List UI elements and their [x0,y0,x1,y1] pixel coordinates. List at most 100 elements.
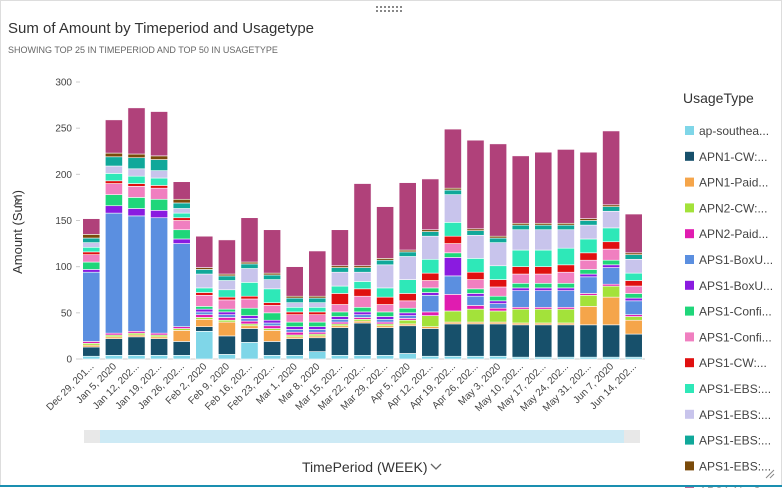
bar-segment [285,329,304,333]
bar-segment [466,295,485,306]
bar-segment [534,249,553,267]
bar-segment [353,355,372,360]
bar-segment [263,355,281,360]
bar-segment [150,210,168,219]
bar-segment [489,323,507,357]
bar-segment [602,264,620,268]
bar-segment [218,321,236,337]
bar-segment [240,263,259,269]
bar-segment [195,314,214,318]
bar-segment [398,279,417,294]
bar-segment [240,295,259,300]
bar-segment [127,157,146,170]
bar-segment [511,229,530,251]
legend-swatch [685,461,694,471]
bar-segment [376,355,394,360]
bar-segment [240,268,259,283]
bar-segment [557,264,575,273]
bar-segment [376,206,394,259]
bar-segment [285,311,304,315]
bar-segment [579,220,598,226]
bar-segment [602,296,620,326]
legend-label: APS1-NatG... [699,485,772,488]
legend-swatch [685,332,694,342]
bar-segment [466,271,485,280]
bar-segment [557,271,575,284]
y-axis-menu[interactable] [13,195,20,207]
legend-swatch [685,435,694,445]
bar-segment [421,355,440,360]
bar-segment [172,198,191,204]
bar-segment [421,235,440,260]
scrollbar-thumb[interactable] [100,430,624,443]
legend-swatch [685,151,694,161]
resize-handle[interactable] [765,469,775,479]
bar-segment [127,183,146,187]
bar-segment [466,288,485,294]
bar-segment [285,266,304,297]
bar-segment [579,269,598,275]
bar-segment [82,218,101,235]
bar-segment [172,341,191,356]
bar-segment [308,326,327,330]
bar-segment [444,194,462,223]
bar-segment [466,139,485,230]
bar-segment [579,273,598,278]
bar-segment [105,205,123,214]
bar-segment [534,287,553,291]
bar-segment [127,186,146,198]
bar-segment [421,287,440,293]
y-tick-label: 100 [55,262,72,273]
bar-segment [444,128,462,189]
legend-swatch [685,409,694,419]
legend-swatch [685,358,694,368]
bar-segment [602,206,620,212]
bar-segment [285,321,304,327]
bar-segment [263,319,281,324]
bar-segment [557,282,575,289]
bar-segment [398,256,417,280]
legend-swatch [685,384,694,393]
bar-segment [511,155,530,224]
bar-segment [150,155,168,160]
bar-segment [557,247,575,266]
bar-segment [105,338,123,356]
drag-handle[interactable] [376,6,402,12]
bar-segment [489,242,507,267]
bar-segment [466,258,485,273]
bar-segment [105,173,123,182]
bar-segment [127,208,146,217]
x-axis-menu[interactable] [430,463,442,470]
bar-segment [466,308,485,323]
legend-label: APS1-EBS:... [699,408,771,422]
bar-segment [353,271,372,282]
bar-segment [489,143,507,237]
bar-segment [331,304,349,313]
bar-segment [489,303,507,309]
bar-segment [263,274,281,280]
bar-segment [285,355,304,360]
legend-label: APS1-BoxU... [699,279,773,293]
bar-segment [421,231,440,237]
bar-segment [127,107,146,155]
bar-segment [150,111,168,157]
bar-segment [579,238,598,254]
bar-segment [398,312,417,316]
y-tick-label: 150 [55,216,72,227]
bar-segment [263,330,281,342]
bar-segment [308,314,327,323]
bar-segment [489,310,507,323]
bar-segment [579,294,598,307]
bar-segment [489,295,507,302]
bar-segment [331,229,349,267]
bar-segment [195,326,214,332]
bar-segment [602,285,620,298]
bar-segment [263,305,281,314]
bar-segment [624,254,643,260]
bar-segment [240,320,259,325]
bar-segment [172,208,191,214]
bar-segment [308,297,327,303]
bar-segment [150,185,168,189]
bar-segment [263,325,281,329]
bar-segment [489,279,507,288]
